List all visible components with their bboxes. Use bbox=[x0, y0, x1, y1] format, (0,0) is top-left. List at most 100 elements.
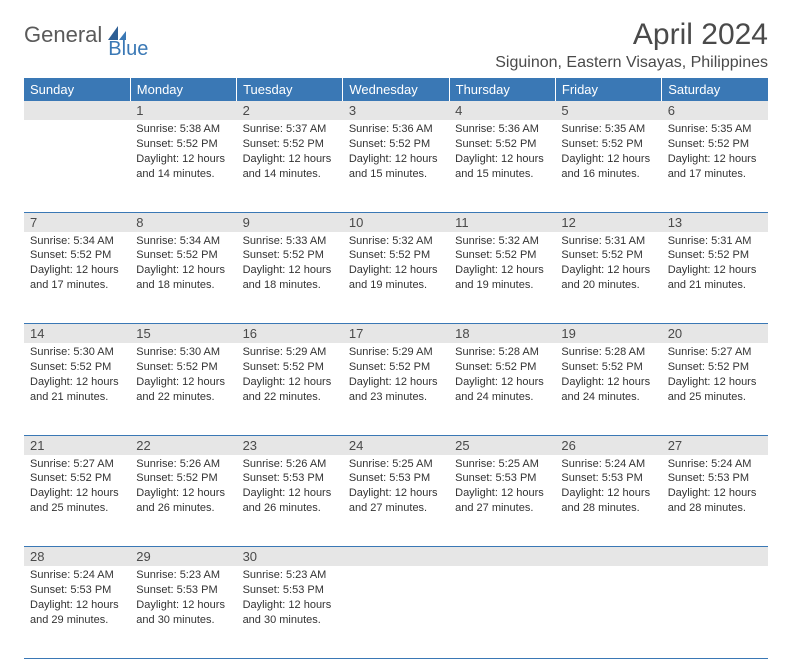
day-body-cell: Sunrise: 5:28 AMSunset: 5:52 PMDaylight:… bbox=[449, 343, 555, 435]
day-body-cell: Sunrise: 5:25 AMSunset: 5:53 PMDaylight:… bbox=[343, 455, 449, 547]
sunrise-text: Sunrise: 5:31 AM bbox=[668, 234, 762, 249]
daylight-text: Daylight: 12 hours and 26 minutes. bbox=[136, 486, 230, 516]
day-body-cell: Sunrise: 5:38 AMSunset: 5:52 PMDaylight:… bbox=[130, 120, 236, 212]
day-number-cell: 5 bbox=[555, 101, 661, 120]
sunrise-text: Sunrise: 5:35 AM bbox=[561, 122, 655, 137]
day-body-cell: Sunrise: 5:23 AMSunset: 5:53 PMDaylight:… bbox=[130, 566, 236, 658]
logo: General Blue bbox=[24, 22, 170, 48]
day-number-cell: 3 bbox=[343, 101, 449, 120]
daylight-text: Daylight: 12 hours and 22 minutes. bbox=[136, 375, 230, 405]
daylight-text: Daylight: 12 hours and 17 minutes. bbox=[30, 263, 124, 293]
sunrise-text: Sunrise: 5:27 AM bbox=[668, 345, 762, 360]
day-number-cell: 17 bbox=[343, 324, 449, 344]
day-body-cell: Sunrise: 5:29 AMSunset: 5:52 PMDaylight:… bbox=[343, 343, 449, 435]
daylight-text: Daylight: 12 hours and 30 minutes. bbox=[243, 598, 337, 628]
daylight-text: Daylight: 12 hours and 27 minutes. bbox=[349, 486, 443, 516]
sunrise-text: Sunrise: 5:32 AM bbox=[349, 234, 443, 249]
day-body-cell bbox=[343, 566, 449, 658]
logo-text-general: General bbox=[24, 22, 102, 48]
sunrise-text: Sunrise: 5:36 AM bbox=[455, 122, 549, 137]
day-number-row: 78910111213 bbox=[24, 212, 768, 232]
sunrise-text: Sunrise: 5:38 AM bbox=[136, 122, 230, 137]
sunset-text: Sunset: 5:52 PM bbox=[668, 248, 762, 263]
sunrise-text: Sunrise: 5:27 AM bbox=[30, 457, 124, 472]
day-body-cell: Sunrise: 5:31 AMSunset: 5:52 PMDaylight:… bbox=[662, 232, 768, 324]
calendar-table: SundayMondayTuesdayWednesdayThursdayFrid… bbox=[24, 78, 768, 659]
daylight-text: Daylight: 12 hours and 29 minutes. bbox=[30, 598, 124, 628]
day-body-row: Sunrise: 5:38 AMSunset: 5:52 PMDaylight:… bbox=[24, 120, 768, 212]
day-number-cell: 7 bbox=[24, 212, 130, 232]
day-body-row: Sunrise: 5:27 AMSunset: 5:52 PMDaylight:… bbox=[24, 455, 768, 547]
day-body-cell: Sunrise: 5:28 AMSunset: 5:52 PMDaylight:… bbox=[555, 343, 661, 435]
daylight-text: Daylight: 12 hours and 25 minutes. bbox=[30, 486, 124, 516]
daylight-text: Daylight: 12 hours and 21 minutes. bbox=[668, 263, 762, 293]
sunrise-text: Sunrise: 5:30 AM bbox=[30, 345, 124, 360]
sunset-text: Sunset: 5:52 PM bbox=[561, 360, 655, 375]
day-header-row: SundayMondayTuesdayWednesdayThursdayFrid… bbox=[24, 78, 768, 101]
day-number-cell: 21 bbox=[24, 435, 130, 455]
day-body-cell: Sunrise: 5:26 AMSunset: 5:52 PMDaylight:… bbox=[130, 455, 236, 547]
day-number-cell: 14 bbox=[24, 324, 130, 344]
daylight-text: Daylight: 12 hours and 27 minutes. bbox=[455, 486, 549, 516]
day-body-cell: Sunrise: 5:31 AMSunset: 5:52 PMDaylight:… bbox=[555, 232, 661, 324]
day-body-cell: Sunrise: 5:25 AMSunset: 5:53 PMDaylight:… bbox=[449, 455, 555, 547]
sunset-text: Sunset: 5:52 PM bbox=[243, 248, 337, 263]
sunset-text: Sunset: 5:52 PM bbox=[136, 137, 230, 152]
sunset-text: Sunset: 5:52 PM bbox=[561, 137, 655, 152]
day-body-cell: Sunrise: 5:32 AMSunset: 5:52 PMDaylight:… bbox=[343, 232, 449, 324]
sunset-text: Sunset: 5:52 PM bbox=[455, 360, 549, 375]
day-body-cell: Sunrise: 5:36 AMSunset: 5:52 PMDaylight:… bbox=[343, 120, 449, 212]
sunrise-text: Sunrise: 5:34 AM bbox=[30, 234, 124, 249]
day-number-cell bbox=[555, 547, 661, 567]
daylight-text: Daylight: 12 hours and 20 minutes. bbox=[561, 263, 655, 293]
day-number-cell: 12 bbox=[555, 212, 661, 232]
sunrise-text: Sunrise: 5:36 AM bbox=[349, 122, 443, 137]
day-number-cell bbox=[343, 547, 449, 567]
day-body-cell: Sunrise: 5:35 AMSunset: 5:52 PMDaylight:… bbox=[662, 120, 768, 212]
day-body-cell: Sunrise: 5:26 AMSunset: 5:53 PMDaylight:… bbox=[237, 455, 343, 547]
day-number-cell: 20 bbox=[662, 324, 768, 344]
day-number-cell bbox=[662, 547, 768, 567]
day-header: Tuesday bbox=[237, 78, 343, 101]
sunset-text: Sunset: 5:52 PM bbox=[668, 360, 762, 375]
day-body-cell bbox=[449, 566, 555, 658]
month-title: April 2024 bbox=[495, 18, 768, 52]
sunset-text: Sunset: 5:53 PM bbox=[561, 471, 655, 486]
sunrise-text: Sunrise: 5:35 AM bbox=[668, 122, 762, 137]
day-body-cell: Sunrise: 5:27 AMSunset: 5:52 PMDaylight:… bbox=[24, 455, 130, 547]
day-body-cell: Sunrise: 5:23 AMSunset: 5:53 PMDaylight:… bbox=[237, 566, 343, 658]
day-number-cell bbox=[449, 547, 555, 567]
daylight-text: Daylight: 12 hours and 14 minutes. bbox=[243, 152, 337, 182]
day-header: Sunday bbox=[24, 78, 130, 101]
sunrise-text: Sunrise: 5:24 AM bbox=[668, 457, 762, 472]
day-number-cell: 28 bbox=[24, 547, 130, 567]
day-body-cell bbox=[555, 566, 661, 658]
day-number-cell: 16 bbox=[237, 324, 343, 344]
day-header: Wednesday bbox=[343, 78, 449, 101]
sunset-text: Sunset: 5:52 PM bbox=[136, 471, 230, 486]
daylight-text: Daylight: 12 hours and 28 minutes. bbox=[561, 486, 655, 516]
day-body-cell: Sunrise: 5:24 AMSunset: 5:53 PMDaylight:… bbox=[662, 455, 768, 547]
day-body-cell: Sunrise: 5:29 AMSunset: 5:52 PMDaylight:… bbox=[237, 343, 343, 435]
daylight-text: Daylight: 12 hours and 18 minutes. bbox=[136, 263, 230, 293]
daylight-text: Daylight: 12 hours and 26 minutes. bbox=[243, 486, 337, 516]
daylight-text: Daylight: 12 hours and 15 minutes. bbox=[455, 152, 549, 182]
day-number-cell: 24 bbox=[343, 435, 449, 455]
title-block: April 2024 Siguinon, Eastern Visayas, Ph… bbox=[495, 18, 768, 72]
day-body-cell: Sunrise: 5:33 AMSunset: 5:52 PMDaylight:… bbox=[237, 232, 343, 324]
daylight-text: Daylight: 12 hours and 19 minutes. bbox=[349, 263, 443, 293]
sunrise-text: Sunrise: 5:37 AM bbox=[243, 122, 337, 137]
day-number-cell: 27 bbox=[662, 435, 768, 455]
sunset-text: Sunset: 5:52 PM bbox=[136, 360, 230, 375]
sunset-text: Sunset: 5:53 PM bbox=[349, 471, 443, 486]
logo-text-blue: Blue bbox=[108, 38, 148, 61]
day-number-row: 282930 bbox=[24, 547, 768, 567]
sunset-text: Sunset: 5:52 PM bbox=[561, 248, 655, 263]
day-number-row: 123456 bbox=[24, 101, 768, 120]
day-header: Saturday bbox=[662, 78, 768, 101]
day-header: Thursday bbox=[449, 78, 555, 101]
location-label: Siguinon, Eastern Visayas, Philippines bbox=[495, 54, 768, 72]
daylight-text: Daylight: 12 hours and 24 minutes. bbox=[561, 375, 655, 405]
sunset-text: Sunset: 5:53 PM bbox=[243, 471, 337, 486]
sunset-text: Sunset: 5:52 PM bbox=[30, 471, 124, 486]
